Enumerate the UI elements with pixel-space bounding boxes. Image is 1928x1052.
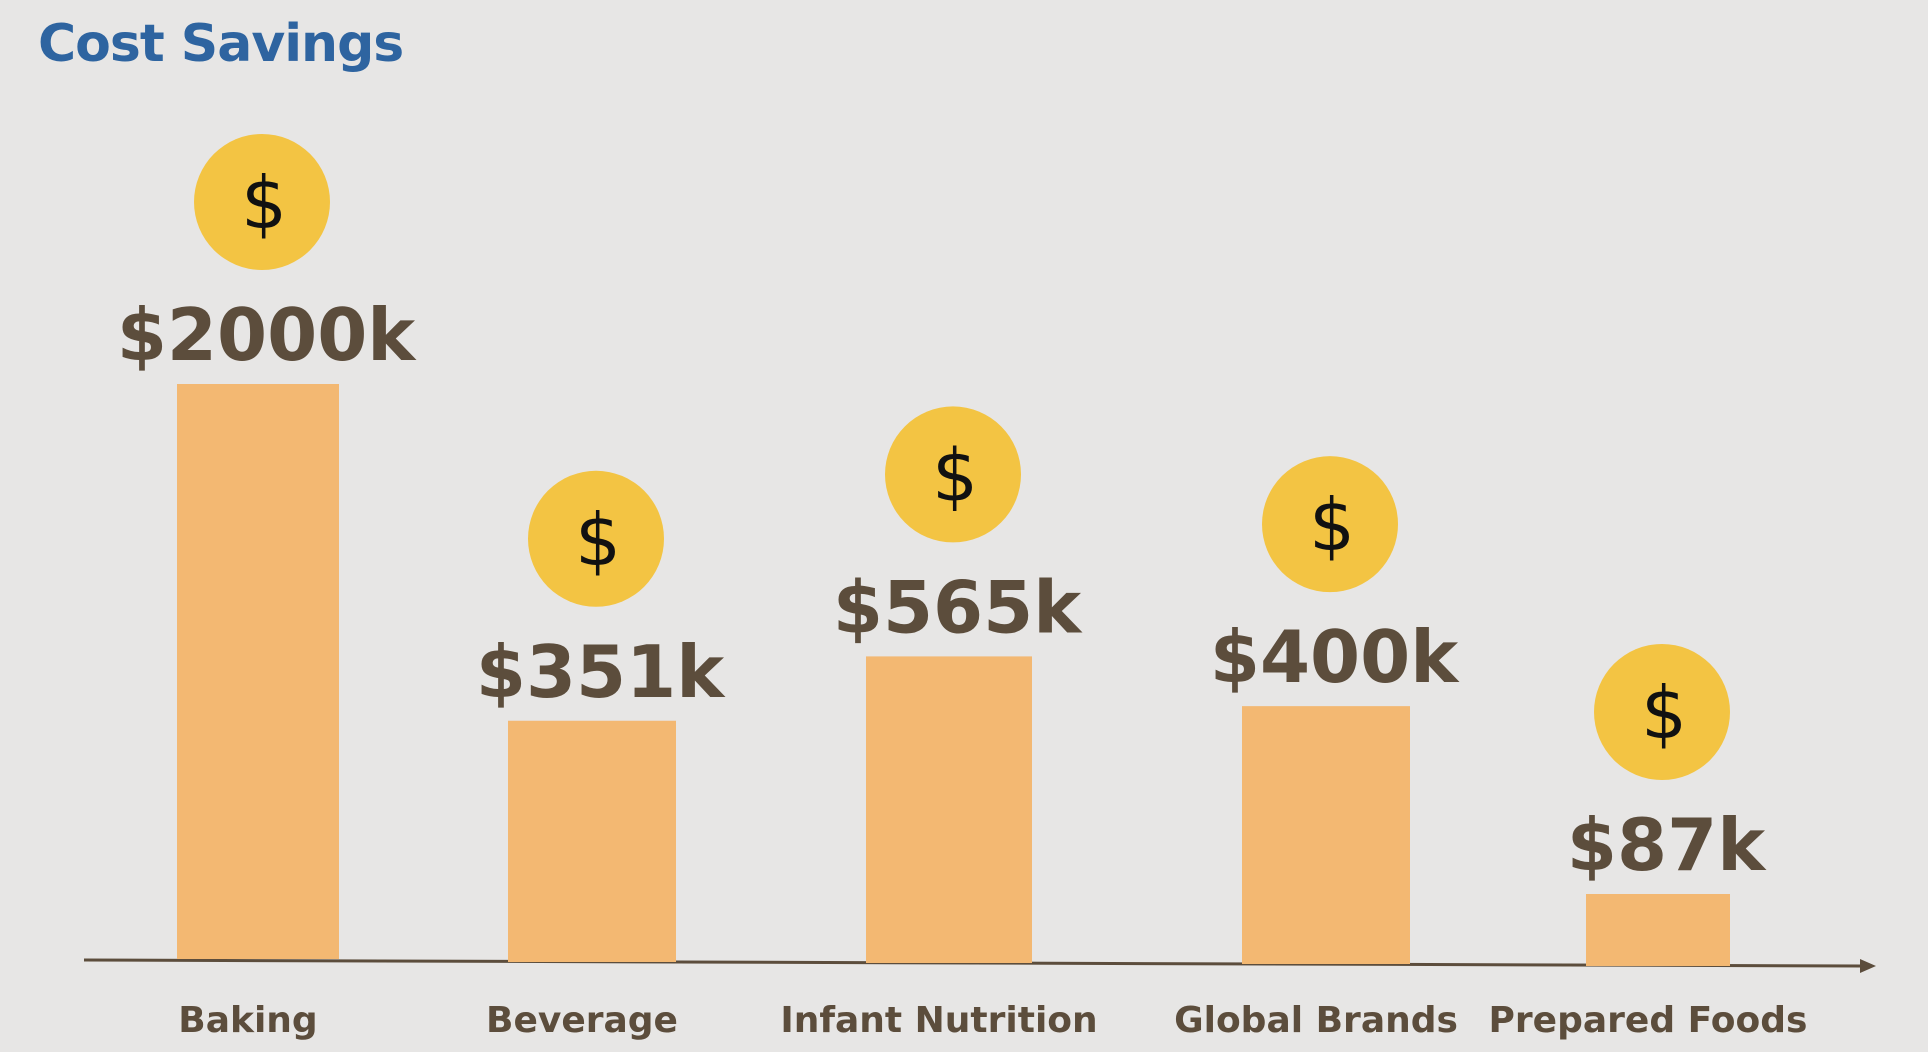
chart-title: Cost Savings bbox=[38, 14, 404, 74]
category-label-beverage: Beverage bbox=[486, 1000, 678, 1041]
category-label-prepared-foods: Prepared Foods bbox=[1489, 1000, 1808, 1041]
dollar-coin-icon bbox=[528, 470, 664, 607]
chart-marks: $2000k $ Baking $351k $ Beverage $565k $ Infant … bbox=[117, 134, 1808, 1041]
bar-global-brands bbox=[1242, 706, 1410, 964]
bar-beverage bbox=[508, 720, 676, 962]
dollar-coin-icon bbox=[1594, 644, 1730, 780]
dollar-coin-icon bbox=[885, 406, 1021, 543]
value-label-baking: $2000k bbox=[117, 293, 417, 377]
bar-prepared-foods bbox=[1586, 894, 1730, 966]
value-label-prepared-foods: $87k bbox=[1567, 803, 1767, 887]
dollar-coin-icon bbox=[194, 134, 330, 270]
bar-infant-nutrition bbox=[866, 656, 1032, 963]
dollar-sign-glyph: $ bbox=[1309, 483, 1355, 567]
value-label-global-brands: $400k bbox=[1210, 615, 1460, 699]
x-axis-arrowhead bbox=[1860, 959, 1876, 973]
dollar-coin-icon bbox=[1262, 456, 1398, 593]
category-label-baking: Baking bbox=[178, 1000, 317, 1041]
value-label-infant-nutrition: $565k bbox=[833, 565, 1083, 649]
dollar-sign-glyph: $ bbox=[575, 498, 621, 582]
category-label-global-brands: Global Brands bbox=[1174, 1000, 1458, 1041]
bar-baking bbox=[177, 384, 339, 959]
dollar-sign-glyph: $ bbox=[1641, 671, 1687, 755]
value-label-beverage: $351k bbox=[476, 630, 726, 714]
dollar-sign-glyph: $ bbox=[241, 161, 287, 245]
dollar-sign-glyph: $ bbox=[932, 433, 978, 517]
category-label-infant-nutrition: Infant Nutrition bbox=[780, 1000, 1097, 1041]
